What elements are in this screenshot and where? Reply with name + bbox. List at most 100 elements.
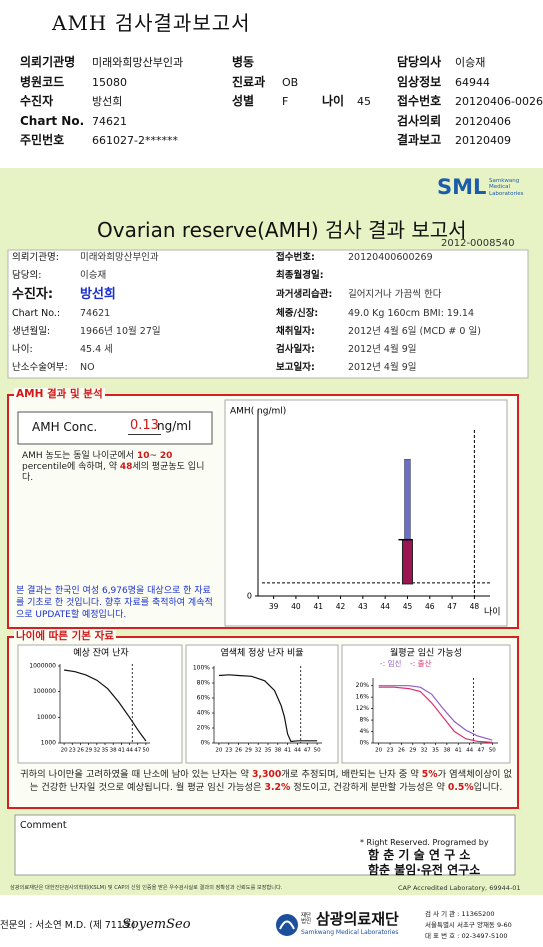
info-label: 생년월일: bbox=[12, 326, 51, 337]
x-tick-label: 47 bbox=[477, 748, 484, 754]
field-value: 20120406-00269 bbox=[455, 95, 543, 108]
field-label: 담당의사 bbox=[397, 55, 442, 69]
info-value: 이승재 bbox=[80, 270, 107, 281]
x-tick-label: 40 bbox=[291, 602, 301, 611]
note-part: AMH 농도는 동일 나이군에서 bbox=[22, 451, 137, 461]
summary-part: 3,300 bbox=[251, 769, 282, 780]
x-tick-label: 41 bbox=[284, 748, 291, 754]
y-tick-label: 60% bbox=[197, 695, 211, 702]
y-tick-label: 0 bbox=[247, 592, 252, 601]
contact: 대 표 번 호 : 02-3497-5100 bbox=[425, 932, 508, 940]
note-part: 48 bbox=[119, 462, 133, 472]
disclaimer: 본 결과는 한국인 여성 6,976명을 대상으로 한 자료를 기초로 한 것입… bbox=[16, 586, 213, 620]
x-tick-label: 50 bbox=[142, 748, 149, 754]
contact: 서울특별시 서초구 양재동 9-60 bbox=[425, 921, 512, 929]
x-tick-label: 43 bbox=[358, 602, 368, 611]
curve bbox=[64, 669, 147, 742]
info-label: 최종월경일: bbox=[276, 270, 324, 281]
y-tick-label: 100000 bbox=[33, 688, 56, 695]
credit: * Right Reserved. Programed by bbox=[360, 838, 489, 847]
y-tick-label: 80% bbox=[197, 680, 211, 687]
amh-heading: AMH 결과 및 분석 bbox=[14, 388, 105, 401]
lab-name: 함 춘 기 술 연 구 소 bbox=[368, 848, 471, 862]
info-label: 나이: bbox=[12, 344, 33, 355]
x-tick-label: 32 bbox=[255, 748, 262, 754]
header-title: AMH 검사결과보고서 bbox=[52, 11, 251, 35]
y-tick-label: 8% bbox=[359, 717, 369, 724]
info-value: 2012년 4월 6일 (MCD # 0 일) bbox=[348, 326, 481, 337]
x-tick-label: 38 bbox=[274, 748, 281, 754]
x-tick-label: 39 bbox=[269, 602, 279, 611]
info-label: 담당의: bbox=[12, 270, 42, 281]
info-value: 2012년 4월 9일 bbox=[348, 362, 417, 373]
info-box bbox=[7, 249, 529, 379]
field-value: 661027-2****** bbox=[92, 134, 178, 147]
note-part: ~ bbox=[149, 451, 160, 461]
x-tick-label: 26 bbox=[398, 748, 405, 754]
conc-value: 0.13 bbox=[128, 418, 161, 435]
conc-unit: ng/ml bbox=[157, 419, 192, 433]
x-tick-label: 47 bbox=[447, 602, 457, 611]
x-tick-label: 44 bbox=[380, 602, 390, 611]
field-label: 성별 bbox=[232, 94, 255, 108]
x-tick-label: 29 bbox=[245, 748, 252, 754]
field-label: 주민번호 bbox=[20, 133, 65, 147]
x-tick-label: 29 bbox=[409, 748, 416, 754]
curve bbox=[378, 686, 493, 743]
field-label: 진료과 bbox=[232, 75, 266, 89]
x-tick-label: 26 bbox=[77, 748, 84, 754]
x-tick-label: 26 bbox=[235, 748, 242, 754]
field-value: 20120409 bbox=[455, 134, 511, 147]
x-tick-label: 44 bbox=[466, 748, 473, 754]
info-value: 49.0 Kg 160cm BMI: 19.14 bbox=[348, 308, 475, 319]
x-tick-label: 44 bbox=[126, 748, 133, 754]
axis-label: 나이 bbox=[484, 607, 501, 618]
x-tick-label: 32 bbox=[93, 748, 100, 754]
field-label: 나이 bbox=[322, 94, 345, 108]
y-tick-label: 40% bbox=[197, 710, 211, 717]
legend-entry: -: 출산 bbox=[410, 658, 432, 668]
info-label: 접수번호: bbox=[276, 252, 315, 263]
x-tick-label: 46 bbox=[425, 602, 435, 611]
y-tick-label: 12% bbox=[356, 705, 370, 712]
field-value: 15080 bbox=[92, 76, 127, 89]
y-tick-label: 1000 bbox=[41, 740, 56, 747]
y-tick-label: 0% bbox=[359, 740, 369, 747]
org-logo-mark bbox=[279, 920, 295, 930]
summary-part: 0.5% bbox=[447, 782, 474, 793]
summary: 귀하의 나이만을 고려하였을 때 난소에 남아 있는 난자는 약 3,300개로… bbox=[16, 768, 516, 794]
info-value: 74621 bbox=[80, 308, 111, 319]
amh-chart-panel bbox=[224, 399, 508, 627]
conc-box bbox=[17, 411, 213, 445]
x-tick-label: 41 bbox=[118, 748, 125, 754]
info-value: 미래와희망산부인과 bbox=[80, 252, 159, 263]
summary-part: 귀하의 나이만을 고려하였을 때 난소에 남아 있는 난자는 약 bbox=[20, 769, 252, 780]
info-value: 방선희 bbox=[80, 287, 116, 302]
field-value: 74621 bbox=[92, 115, 127, 128]
y-tick-label: 20% bbox=[197, 725, 211, 732]
x-tick-label: 47 bbox=[134, 748, 141, 754]
field-label: 병원코드 bbox=[20, 75, 65, 89]
x-tick-label: 41 bbox=[313, 602, 323, 611]
info-label: 검사일자: bbox=[276, 344, 315, 355]
field-label: 결과보고 bbox=[397, 133, 442, 147]
x-tick-label: 23 bbox=[387, 748, 394, 754]
x-tick-label: 38 bbox=[443, 748, 450, 754]
field-label: 병동 bbox=[232, 55, 255, 69]
lab-name: 함춘 불임·유전 연구소 bbox=[368, 863, 481, 877]
note-part: 세의 평균농도 입니다. bbox=[22, 462, 205, 483]
x-tick-label: 20 bbox=[61, 748, 68, 754]
basic-heading-text: 나이에 따른 기본 자료 bbox=[16, 630, 114, 642]
x-tick-label: 20 bbox=[215, 748, 222, 754]
summary-part: 가 염색체이상이 없는 건강한 난자일 것으로 예상됩니다. 월 평균 임신 가… bbox=[29, 769, 512, 793]
summary-part: 3.2% bbox=[264, 782, 291, 793]
x-tick-label: 35 bbox=[265, 748, 272, 754]
field-value: OB bbox=[282, 76, 299, 89]
info-value: 20120400600269 bbox=[348, 252, 433, 263]
cap: CAP Accredited Laboratory, 69944-01 bbox=[398, 884, 521, 892]
curve bbox=[218, 674, 318, 743]
summary-part: 정도이고, 건강하게 분만할 가능성은 약 bbox=[290, 782, 448, 793]
y-tick-label: 10000 bbox=[37, 714, 56, 721]
